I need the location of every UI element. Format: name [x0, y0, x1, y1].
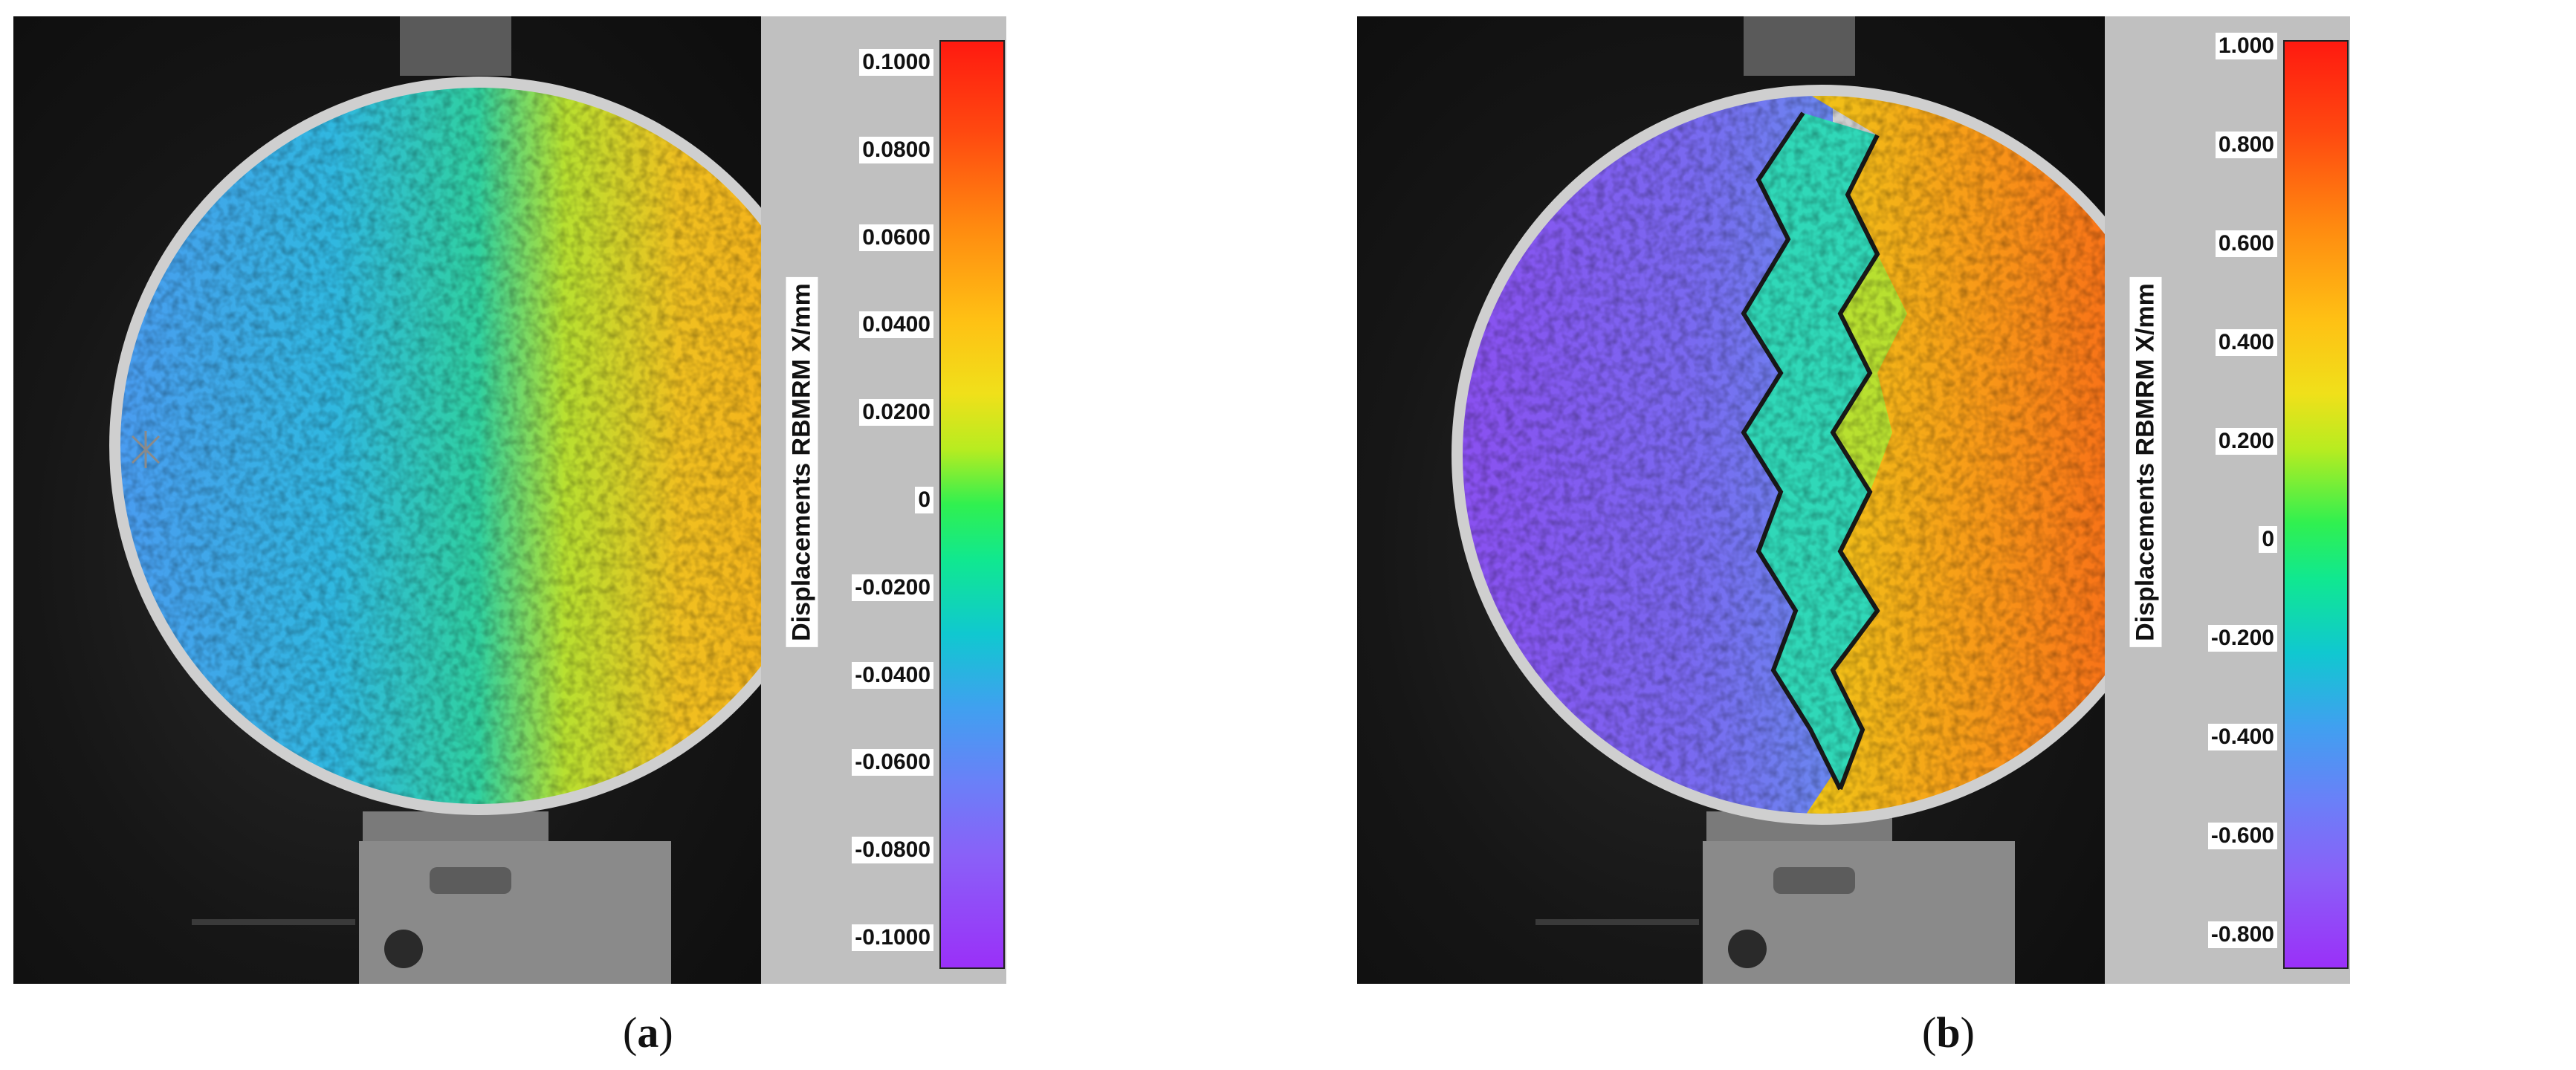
- colorbar-tick-label: 0: [2259, 526, 2277, 554]
- colorbar-tick-label: 0.1000: [859, 49, 933, 76]
- colorbar-title-b: Displacements RBMRM X/mm: [2129, 91, 2163, 834]
- upper-loading-jaw: [400, 16, 511, 76]
- specimen-photo-b: [1357, 16, 2105, 984]
- specimen-image-b: [1452, 16, 2105, 984]
- speckle-pattern-a: [120, 88, 761, 804]
- colorbar-tick-label: 1.000: [2215, 33, 2277, 59]
- colorbar-tick-label: 0.600: [2215, 230, 2277, 257]
- fixture-bolt-a: [384, 930, 423, 968]
- colorbar-tick-label: -0.0800: [852, 837, 933, 864]
- colorbar-tick-label: -0.400: [2207, 724, 2277, 751]
- colorbar-tick-label: 0.200: [2215, 427, 2277, 455]
- caption-a: (a): [623, 1008, 673, 1057]
- colorbar-b: [2283, 40, 2349, 969]
- colorbar-a: [939, 40, 1005, 969]
- figure-panel-a: Displacements RBMRM X/mm 0.1000 0.0800 0.0…: [13, 16, 1006, 984]
- colorbar-tick-label: -0.0200: [852, 574, 933, 601]
- colorbar-tick-label: 0.0400: [859, 311, 933, 339]
- fixture-rail-a: [192, 919, 355, 925]
- fixture-slot-b: [1773, 867, 1855, 894]
- colorbar-tick-label: -0.0400: [852, 661, 933, 689]
- colorbar-tick-label: 0.0600: [859, 224, 933, 251]
- fixture-bolt-b: [1728, 930, 1767, 968]
- colorbar-tick-label: -0.200: [2207, 625, 2277, 652]
- colorbar-tick-label: 0.800: [2215, 131, 2277, 158]
- colorbar-title-text-a: Displacements RBMRM X/mm: [786, 277, 818, 647]
- colorbar-tick-label: 0: [915, 487, 933, 513]
- marker-left-a: [131, 431, 161, 468]
- specimen-photo-a: [13, 16, 761, 984]
- colorbar-tick-label: -0.800: [2207, 921, 2277, 948]
- colorbar-tick-label: 0.400: [2215, 328, 2277, 356]
- colorbar-tick-label: 0.0200: [859, 399, 933, 427]
- colorbar-panel-a: Displacements RBMRM X/mm 0.1000 0.0800 0.0…: [761, 16, 1006, 984]
- upper-loading-jaw-b: [1744, 16, 1855, 76]
- colorbar-tick-label: 0.0800: [859, 136, 933, 163]
- colorbar-panel-b: Displacements RBMRM X/mm 1.000 0.800 0.600…: [2105, 16, 2350, 984]
- colorbar-tick-label: -0.0600: [852, 749, 933, 776]
- caption-b: (b): [1922, 1008, 1975, 1057]
- colorbar-title-a: Displacements RBMRM X/mm: [785, 91, 819, 834]
- fixture-slot-a: [430, 867, 511, 894]
- colorbar-tick-label: -0.600: [2207, 823, 2277, 850]
- colorbar-title-text-b: Displacements RBMRM X/mm: [2129, 277, 2162, 647]
- displacement-field-b: [1463, 96, 2105, 814]
- figure-panel-b: Displacements RBMRM X/mm 1.000 0.800 0.600…: [1357, 16, 2350, 984]
- fixture-rail-b: [1535, 919, 1699, 925]
- specimen-image-a: [109, 16, 761, 984]
- colorbar-tick-label: -0.1000: [852, 924, 933, 951]
